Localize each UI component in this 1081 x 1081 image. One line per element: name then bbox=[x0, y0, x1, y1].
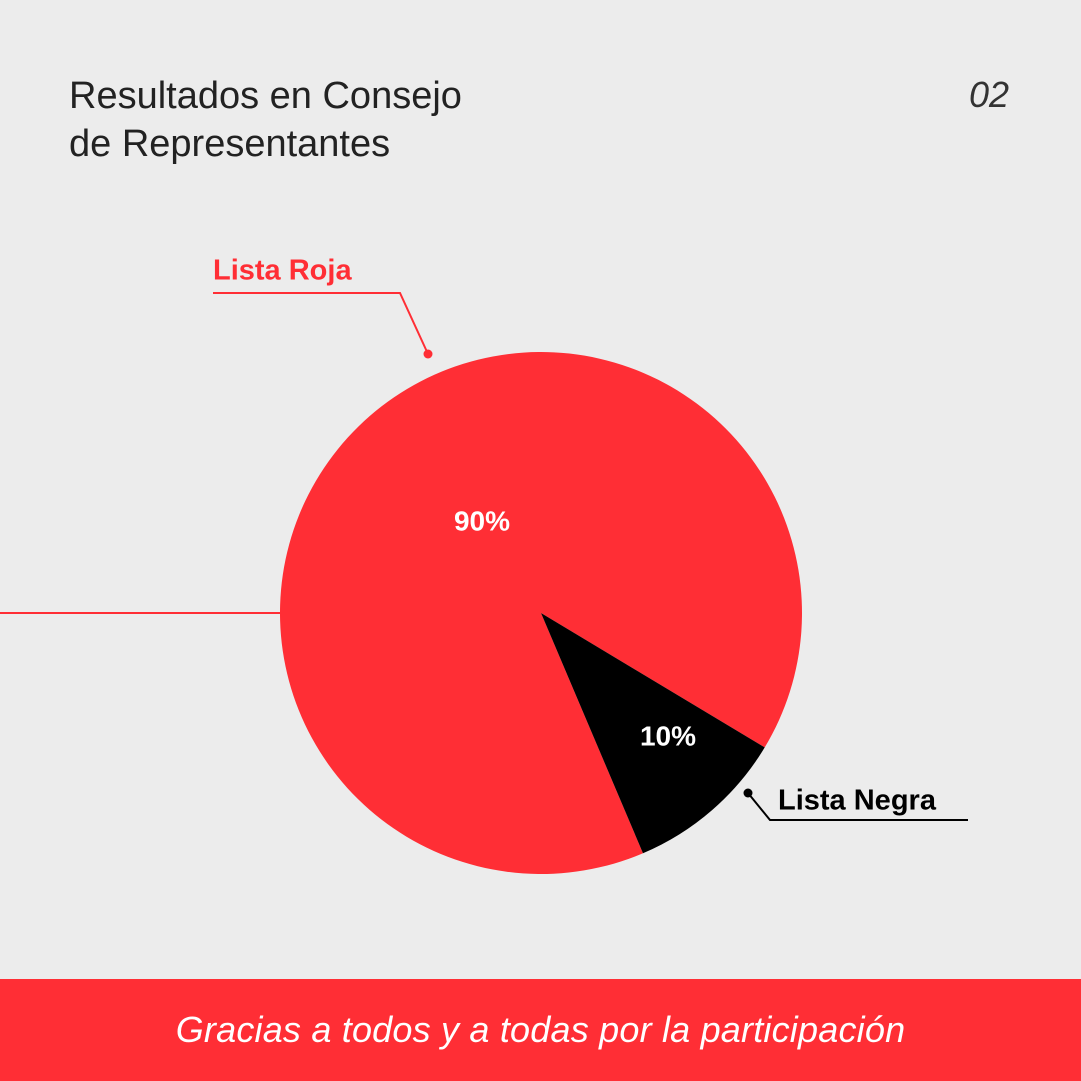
pie-slice-2 bbox=[541, 613, 765, 854]
page-number: 02 bbox=[968, 74, 1009, 115]
callout-dot-2 bbox=[743, 788, 753, 798]
slice-name-label-1: Lista Roja bbox=[213, 255, 352, 287]
footer-banner: Gracias a todos y a todas por la partici… bbox=[0, 979, 1081, 1081]
callout-line-1 bbox=[213, 292, 429, 355]
slice-value-label-1: 90% bbox=[454, 505, 510, 536]
pie-slice-1 bbox=[279, 351, 802, 874]
slice-name-label-2: Lista Negra bbox=[778, 785, 937, 817]
callout-line-2 bbox=[747, 792, 968, 821]
slice-value-label-2: 10% bbox=[640, 720, 696, 751]
callout-dot-1 bbox=[423, 349, 433, 359]
page-title-line-2: de Representantes bbox=[69, 123, 391, 165]
footer-text: Gracias a todos y a todas por la partici… bbox=[175, 1009, 906, 1050]
page-title-line-1: Resultados en Consejo bbox=[69, 75, 462, 117]
page-title: Resultados en Consejo de Representantes bbox=[69, 72, 589, 168]
